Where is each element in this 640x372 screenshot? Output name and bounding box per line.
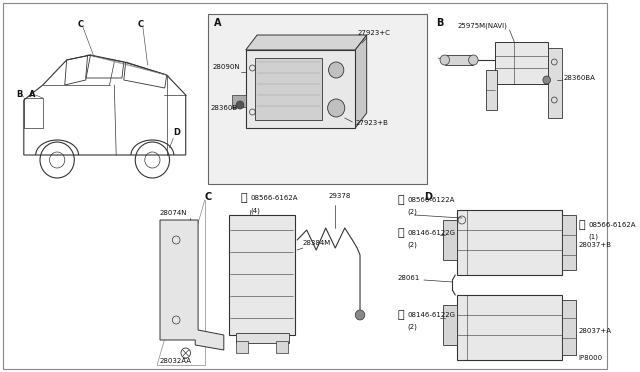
Text: (2): (2) — [408, 241, 417, 247]
Circle shape — [468, 55, 478, 65]
Text: Ⓢ: Ⓢ — [397, 228, 404, 238]
Circle shape — [328, 99, 345, 117]
Circle shape — [440, 55, 449, 65]
Text: Ⓢ: Ⓢ — [397, 310, 404, 320]
Text: (1): (1) — [589, 233, 598, 240]
Bar — [486, 70, 497, 110]
Bar — [276, 341, 287, 353]
Text: C: C — [78, 20, 84, 29]
Text: B: B — [16, 90, 22, 99]
Text: 08146-6122G: 08146-6122G — [408, 230, 456, 236]
Text: A: A — [29, 90, 35, 99]
Text: 28090N: 28090N — [212, 64, 240, 70]
Text: 27923+C: 27923+C — [357, 30, 390, 36]
Bar — [246, 50, 355, 128]
Polygon shape — [246, 35, 367, 50]
Text: 28360B: 28360B — [211, 105, 237, 111]
Text: (2): (2) — [408, 323, 417, 330]
Bar — [443, 305, 457, 345]
Text: A: A — [214, 18, 222, 28]
Bar — [255, 58, 322, 120]
Circle shape — [543, 76, 550, 84]
Text: IP8000: IP8000 — [578, 355, 602, 361]
Bar — [232, 95, 246, 107]
Bar — [548, 48, 562, 118]
Text: (4): (4) — [250, 207, 260, 214]
Text: 28384M: 28384M — [303, 240, 331, 246]
Text: Ⓢ: Ⓢ — [397, 195, 404, 205]
Text: Ⓢ: Ⓢ — [241, 193, 248, 203]
Bar — [562, 215, 576, 270]
Circle shape — [328, 62, 344, 78]
Text: 28061: 28061 — [397, 275, 420, 281]
Bar — [445, 55, 474, 65]
Text: (2): (2) — [408, 208, 417, 215]
Bar — [562, 300, 576, 355]
Circle shape — [355, 310, 365, 320]
Text: 08566-6162A: 08566-6162A — [589, 222, 636, 228]
Text: B: B — [436, 18, 444, 28]
Text: D: D — [173, 128, 180, 137]
Bar — [236, 341, 248, 353]
Bar — [228, 215, 295, 335]
Bar — [24, 98, 43, 128]
Text: 27923+B: 27923+B — [355, 120, 388, 126]
Circle shape — [236, 101, 244, 109]
Text: 28032AA: 28032AA — [160, 358, 192, 364]
Polygon shape — [160, 220, 224, 350]
Bar — [457, 210, 562, 275]
Polygon shape — [355, 35, 367, 128]
Text: 25975M(NAVI): 25975M(NAVI) — [457, 22, 507, 29]
Text: 08566-6122A: 08566-6122A — [408, 197, 455, 203]
Text: C: C — [205, 192, 212, 202]
Text: D: D — [424, 192, 432, 202]
Bar — [443, 220, 457, 260]
Bar — [495, 42, 548, 84]
Text: 28037+B: 28037+B — [578, 242, 611, 248]
Text: C: C — [138, 20, 144, 29]
Text: 28360BA: 28360BA — [564, 75, 596, 81]
Bar — [207, 14, 427, 184]
Bar — [236, 333, 289, 343]
Text: Ⓢ: Ⓢ — [578, 220, 585, 230]
Text: 28074N: 28074N — [160, 210, 188, 216]
Text: 29378: 29378 — [328, 193, 351, 199]
Text: 08566-6162A: 08566-6162A — [250, 195, 298, 201]
Bar — [457, 295, 562, 360]
Text: 08146-6122G: 08146-6122G — [408, 312, 456, 318]
Text: 28037+A: 28037+A — [578, 328, 611, 334]
